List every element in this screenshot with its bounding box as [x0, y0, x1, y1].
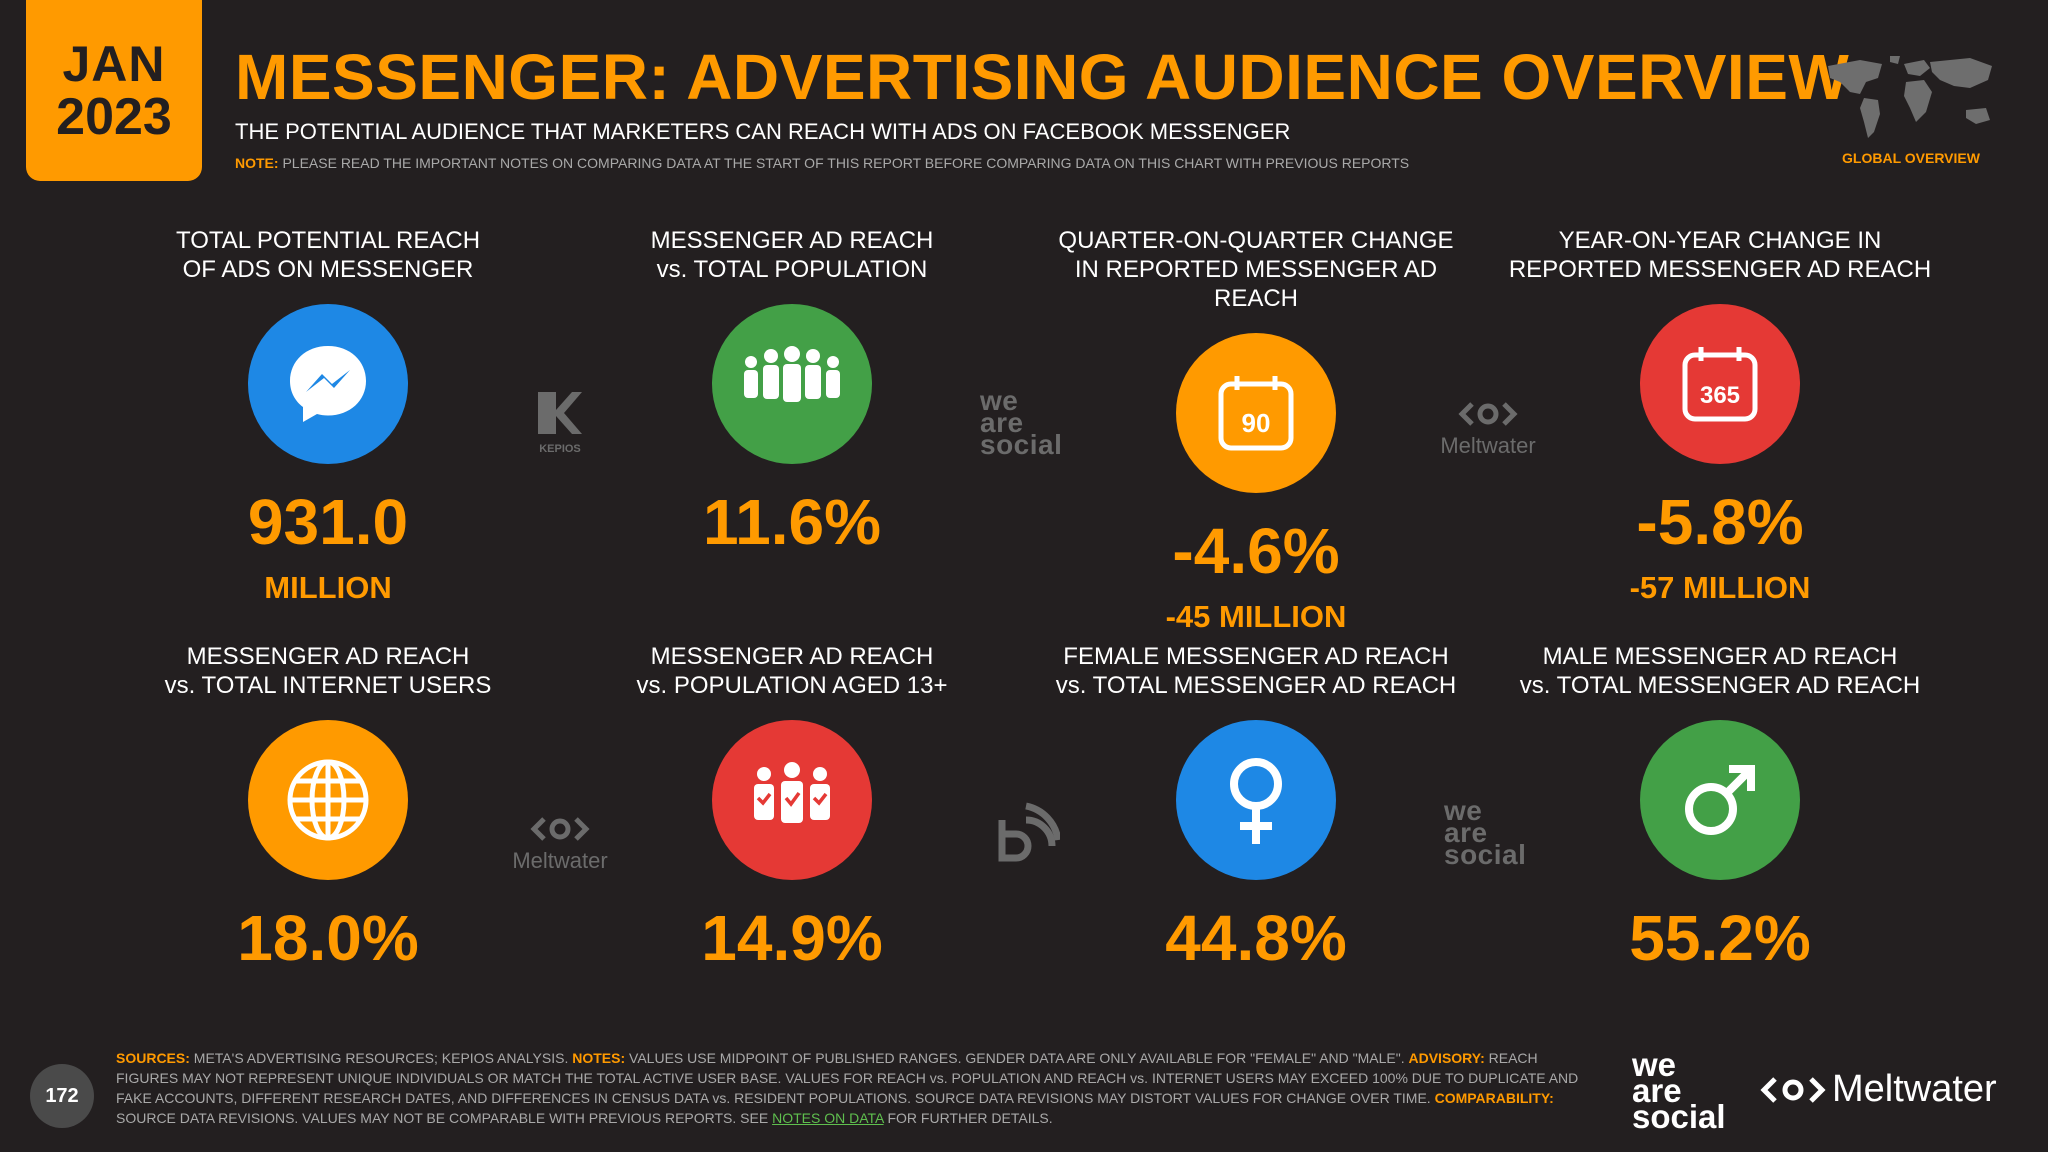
stat-male-reach: MALE MESSENGER AD REACH vs. TOTAL MESSENG…: [1500, 642, 1940, 970]
stat-label: FEMALE MESSENGER AD REACH vs. TOTAL MESSE…: [1055, 643, 1457, 699]
stat-value: -4.6%: [1172, 515, 1340, 587]
stat-reach-vs-internet-users: MESSENGER AD REACH vs. TOTAL INTERNET USE…: [108, 642, 548, 970]
footer-sources: SOURCES: META'S ADVERTISING RESOURCES; K…: [116, 1050, 1579, 1126]
stat-label: YEAR-ON-YEAR CHANGE IN REPORTED MESSENGER…: [1508, 227, 1932, 283]
male-icon: [1640, 720, 1800, 880]
date-tab: JAN 2023: [26, 0, 202, 181]
note-label: NOTE:: [235, 155, 279, 171]
page-subtitle: THE POTENTIAL AUDIENCE THAT MARKETERS CA…: [235, 119, 1291, 144]
page-note: NOTE: PLEASE READ THE IMPORTANT NOTES ON…: [235, 155, 1409, 171]
note-text: PLEASE READ THE IMPORTANT NOTES ON COMPA…: [282, 155, 1410, 171]
we-are-social-logo: we are social: [1632, 1046, 1726, 1135]
meltwater-watermark: Meltwater: [500, 815, 620, 874]
kepios-watermark: KEPIOS: [530, 390, 590, 455]
globe-icon: [248, 720, 408, 880]
world-map-icon: [1828, 56, 1992, 138]
we-are-social-watermark: we are social: [1444, 795, 1527, 870]
kepios-logo-icon: [538, 392, 582, 434]
meltwater-logo-icon: [530, 817, 590, 841]
date-year: 2023: [56, 87, 172, 146]
calendar-365-icon: 365: [1640, 304, 1800, 464]
stat-value: 44.8%: [1165, 902, 1347, 974]
stat-female-reach: FEMALE MESSENGER AD REACH vs. TOTAL MESSE…: [1036, 642, 1476, 970]
stat-label: MALE MESSENGER AD REACH vs. TOTAL MESSENG…: [1519, 643, 1921, 699]
global-overview-badge: GLOBAL OVERVIEW: [1842, 150, 1980, 166]
stat-value: 55.2%: [1629, 902, 1811, 974]
stat-label: MESSENGER AD REACH vs. TOTAL INTERNET USE…: [164, 643, 492, 699]
stat-label: QUARTER-ON-QUARTER CHANGE IN REPORTED MES…: [1058, 227, 1454, 312]
calendar-90-icon: 90: [1176, 333, 1336, 493]
meltwater-logo-icon: [1458, 402, 1518, 426]
meltwater-logo-icon: [1760, 1076, 1826, 1103]
stat-label: MESSENGER AD REACH vs. POPULATION AGED 13…: [636, 643, 948, 699]
meltwater-logo: Meltwater: [1760, 1068, 1997, 1111]
stat-sub: -45 MILLION: [1165, 599, 1347, 634]
meltwater-watermark: Meltwater: [1428, 400, 1548, 459]
messenger-icon: [248, 304, 408, 464]
stat-value: 14.9%: [701, 902, 883, 974]
female-icon: [1176, 720, 1336, 880]
page-title: MESSENGER: ADVERTISING AUDIENCE OVERVIEW: [235, 41, 1850, 113]
calendar-365-text: 365: [1700, 382, 1740, 409]
people-icon: [712, 304, 872, 464]
stat-label: TOTAL POTENTIAL REACH OF ADS ON MESSENGER: [175, 227, 481, 283]
stat-value: 931.0: [247, 486, 409, 558]
datareportal-logo-icon: [998, 802, 1060, 862]
notes-on-data-link[interactable]: NOTES ON DATA: [772, 1110, 884, 1126]
stat-value: -5.8%: [1636, 486, 1804, 558]
we-are-social-watermark: we are social: [980, 385, 1063, 460]
page-number: 172: [30, 1064, 94, 1128]
stat-reach-vs-population: MESSENGER AD REACH vs. TOTAL POPULATION 1…: [572, 226, 1012, 554]
stat-total-potential-reach: TOTAL POTENTIAL REACH OF ADS ON MESSENGER…: [108, 226, 548, 603]
stat-sub: -57 MILLION: [1629, 570, 1811, 605]
stat-year-change: YEAR-ON-YEAR CHANGE IN REPORTED MESSENGER…: [1500, 226, 1940, 603]
stat-sub: MILLION: [264, 570, 392, 605]
stat-value: 18.0%: [237, 902, 419, 974]
stat-label: MESSENGER AD REACH vs. TOTAL POPULATION: [650, 227, 934, 283]
people-check-icon: [712, 720, 872, 880]
stat-value: 11.6%: [703, 486, 881, 558]
date-month: JAN: [62, 35, 166, 92]
stat-quarter-change: QUARTER-ON-QUARTER CHANGE IN REPORTED MES…: [1036, 226, 1476, 632]
calendar-90-text: 90: [1242, 408, 1271, 438]
stat-reach-vs-population-13-plus: MESSENGER AD REACH vs. POPULATION AGED 13…: [572, 642, 1012, 970]
